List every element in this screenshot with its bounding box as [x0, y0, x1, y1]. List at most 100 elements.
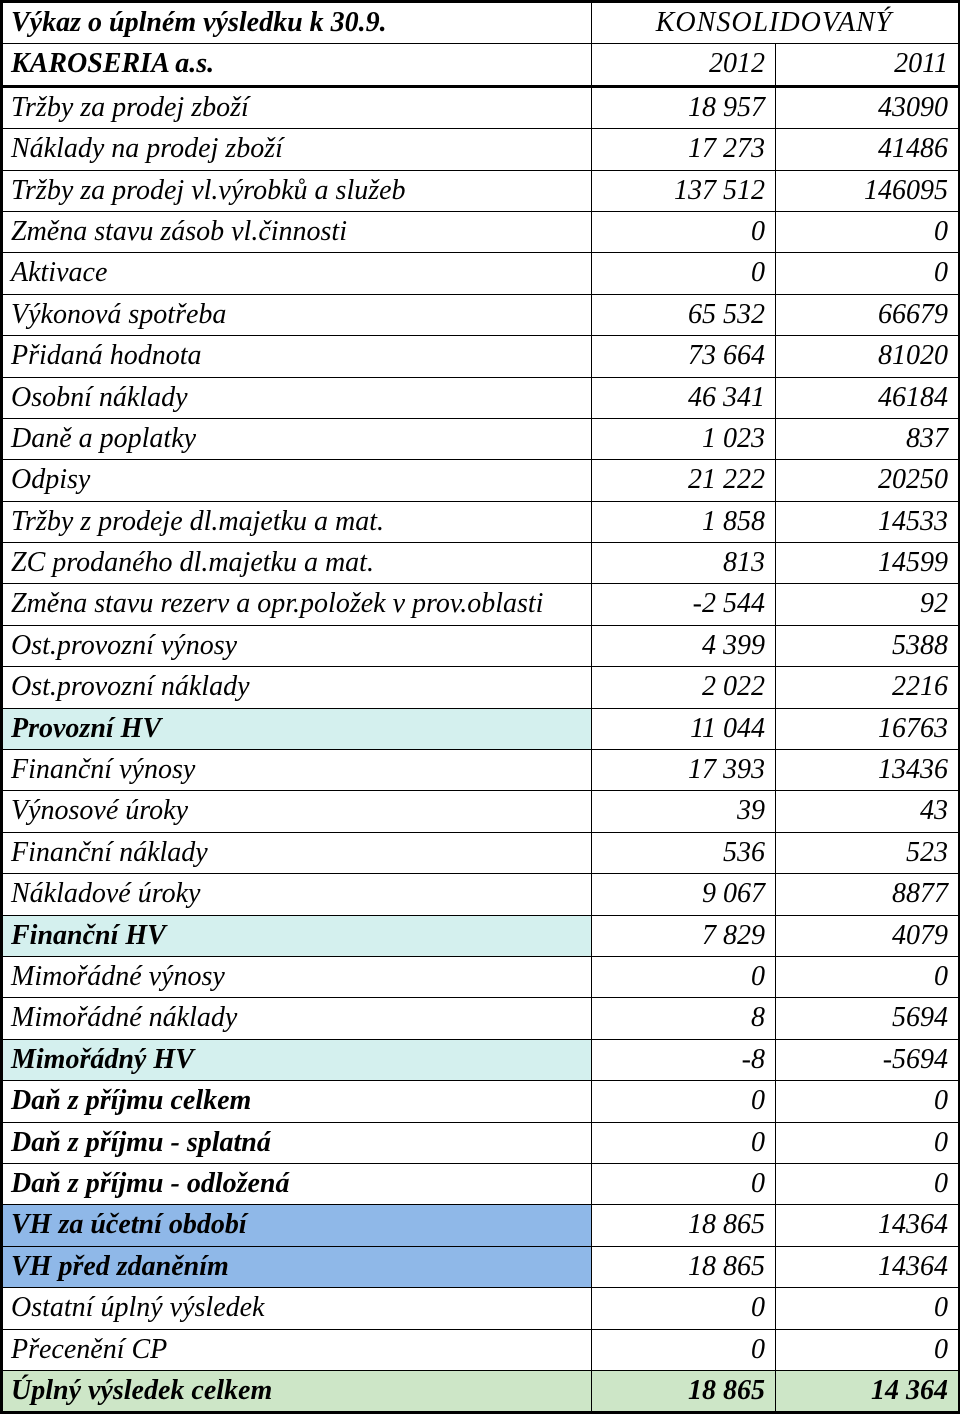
- row-value-year2: 46184: [776, 377, 960, 418]
- row-value-year1: 18 957: [592, 86, 776, 128]
- row-value-year1: 0: [592, 1329, 776, 1370]
- row-value-year1: 11 044: [592, 708, 776, 749]
- table-row: Změna stavu rezerv a opr.položek v prov.…: [2, 584, 960, 625]
- row-value-year1: 39: [592, 791, 776, 832]
- row-value-year1: 73 664: [592, 336, 776, 377]
- row-value-year2: 146095: [776, 170, 960, 211]
- row-value-year2: 43090: [776, 86, 960, 128]
- row-label: ZC prodaného dl.majetku a mat.: [2, 543, 592, 584]
- row-value-year2: 13436: [776, 750, 960, 791]
- row-label: Změna stavu rezerv a opr.položek v prov.…: [2, 584, 592, 625]
- table-row: Finanční HV7 8294079: [2, 915, 960, 956]
- row-label: Daň z příjmu celkem: [2, 1081, 592, 1122]
- table-row: Mimořádné výnosy00: [2, 956, 960, 997]
- row-value-year2: -5694: [776, 1039, 960, 1080]
- table-row: Nákladové úroky9 0678877: [2, 874, 960, 915]
- table-row: Úplný výsledek celkem18 86514 364: [2, 1370, 960, 1412]
- row-label: Provozní HV: [2, 708, 592, 749]
- row-label: Výnosové úroky: [2, 791, 592, 832]
- row-value-year1: 0: [592, 1081, 776, 1122]
- row-value-year1: -2 544: [592, 584, 776, 625]
- table-body: Výkaz o úplném výsledku k 30.9. KONSOLID…: [2, 2, 960, 1413]
- row-value-year1: 65 532: [592, 294, 776, 335]
- row-label: Přecenění CP: [2, 1329, 592, 1370]
- row-label: Mimořádné náklady: [2, 998, 592, 1039]
- row-label: Aktivace: [2, 253, 592, 294]
- row-value-year1: 8: [592, 998, 776, 1039]
- table-row: Daň z příjmu celkem00: [2, 1081, 960, 1122]
- table-row: Mimořádný HV-8-5694: [2, 1039, 960, 1080]
- report-title-1: Výkaz o úplném výsledku k 30.9.: [2, 2, 592, 44]
- table-row: VH před zdaněním18 86514364: [2, 1246, 960, 1287]
- row-value-year1: 536: [592, 832, 776, 873]
- row-label: Mimořádné výnosy: [2, 956, 592, 997]
- row-label: Odpisy: [2, 460, 592, 501]
- row-value-year2: 14364: [776, 1205, 960, 1246]
- table-row: Tržby z prodeje dl.majetku a mat.1 85814…: [2, 501, 960, 542]
- row-value-year2: 2216: [776, 667, 960, 708]
- row-value-year1: 7 829: [592, 915, 776, 956]
- table-row: Aktivace00: [2, 253, 960, 294]
- row-value-year2: 523: [776, 832, 960, 873]
- row-label: Náklady na prodej zboží: [2, 129, 592, 170]
- year-col-1: 2012: [592, 44, 776, 86]
- table-row: Výnosové úroky3943: [2, 791, 960, 832]
- row-label: Tržby z prodeje dl.majetku a mat.: [2, 501, 592, 542]
- table-row: Mimořádné náklady85694: [2, 998, 960, 1039]
- row-value-year1: 1 023: [592, 418, 776, 459]
- row-label: VH za účetní období: [2, 1205, 592, 1246]
- row-value-year2: 0: [776, 956, 960, 997]
- row-value-year1: 18 865: [592, 1246, 776, 1287]
- row-value-year2: 16763: [776, 708, 960, 749]
- table-row: VH za účetní období18 86514364: [2, 1205, 960, 1246]
- row-label: Finanční HV: [2, 915, 592, 956]
- table-row: Finanční náklady536523: [2, 832, 960, 873]
- row-value-year1: 813: [592, 543, 776, 584]
- row-value-year2: 0: [776, 211, 960, 252]
- row-label: VH před zdaněním: [2, 1246, 592, 1287]
- year-col-2: 2011: [776, 44, 960, 86]
- row-label: Úplný výsledek celkem: [2, 1370, 592, 1412]
- row-label: Změna stavu zásob vl.činnosti: [2, 211, 592, 252]
- row-value-year2: 0: [776, 1163, 960, 1204]
- row-label: Daně a poplatky: [2, 418, 592, 459]
- row-value-year2: 81020: [776, 336, 960, 377]
- row-value-year2: 0: [776, 253, 960, 294]
- row-value-year1: -8: [592, 1039, 776, 1080]
- row-value-year2: 20250: [776, 460, 960, 501]
- table-row: Přecenění CP00: [2, 1329, 960, 1370]
- row-value-year1: 137 512: [592, 170, 776, 211]
- table-row: Výkonová spotřeba65 53266679: [2, 294, 960, 335]
- row-value-year2: 5388: [776, 625, 960, 666]
- row-label: Tržby za prodej zboží: [2, 86, 592, 128]
- table-row: ZC prodaného dl.majetku a mat.81314599: [2, 543, 960, 584]
- row-value-year1: 0: [592, 1122, 776, 1163]
- row-value-year1: 0: [592, 211, 776, 252]
- report-title-2: KAROSERIA a.s.: [2, 44, 592, 86]
- row-value-year1: 0: [592, 956, 776, 997]
- row-value-year1: 46 341: [592, 377, 776, 418]
- row-value-year1: 18 865: [592, 1370, 776, 1412]
- row-label: Finanční náklady: [2, 832, 592, 873]
- row-value-year2: 0: [776, 1081, 960, 1122]
- table-row: Tržby za prodej zboží18 95743090: [2, 86, 960, 128]
- row-value-year2: 14364: [776, 1246, 960, 1287]
- table-row: Daň z příjmu - splatná00: [2, 1122, 960, 1163]
- table-row: Přidaná hodnota73 66481020: [2, 336, 960, 377]
- row-value-year2: 14599: [776, 543, 960, 584]
- table-row: Provozní HV11 04416763: [2, 708, 960, 749]
- row-label: Ost.provozní náklady: [2, 667, 592, 708]
- table-row: Tržby za prodej vl.výrobků a služeb137 5…: [2, 170, 960, 211]
- row-value-year2: 0: [776, 1329, 960, 1370]
- row-value-year2: 92: [776, 584, 960, 625]
- table-row: Ost.provozní výnosy4 3995388: [2, 625, 960, 666]
- row-label: Mimořádný HV: [2, 1039, 592, 1080]
- table-row: Daně a poplatky1 023837: [2, 418, 960, 459]
- row-value-year1: 1 858: [592, 501, 776, 542]
- table-row: Daň z příjmu - odložená00: [2, 1163, 960, 1204]
- income-statement-table: Výkaz o úplném výsledku k 30.9. KONSOLID…: [0, 0, 960, 1414]
- row-value-year1: 9 067: [592, 874, 776, 915]
- row-value-year1: 17 273: [592, 129, 776, 170]
- row-label: Přidaná hodnota: [2, 336, 592, 377]
- row-value-year2: 41486: [776, 129, 960, 170]
